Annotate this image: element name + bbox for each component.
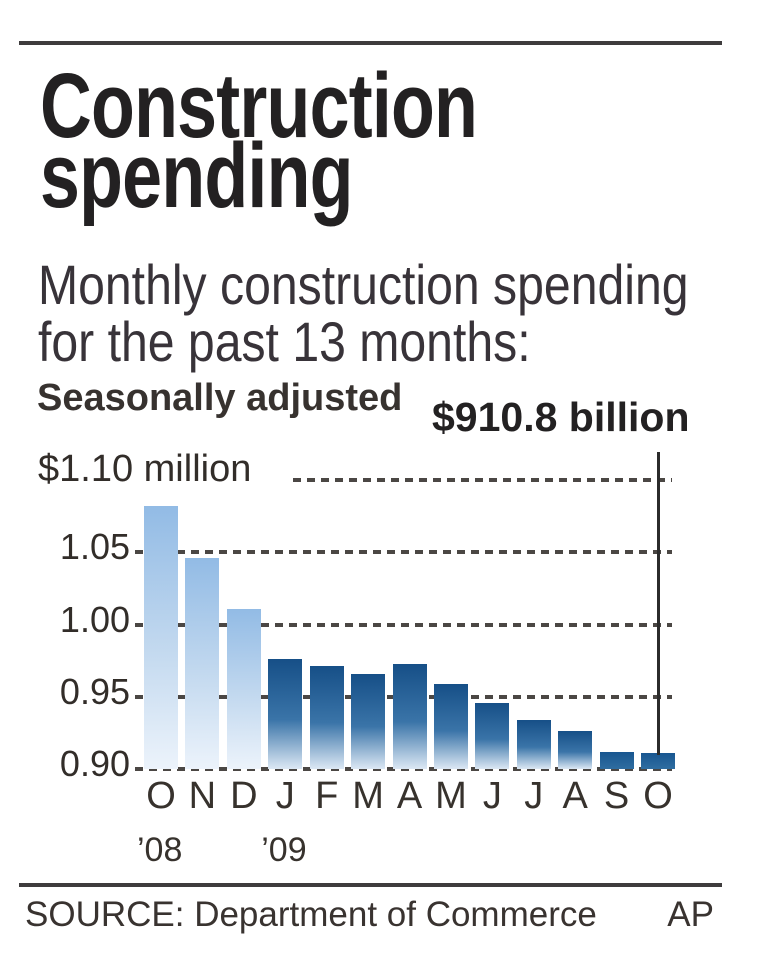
graphic-subtitle-line2: for the past 13 months: bbox=[38, 310, 531, 373]
source-label: SOURCE: Department of Commerce bbox=[25, 895, 597, 934]
x-axis-label: F bbox=[315, 775, 339, 817]
x-axis-label: O bbox=[146, 775, 176, 817]
x-axis-label: J bbox=[275, 775, 295, 817]
x-axis-label: N bbox=[188, 775, 217, 817]
x-axis-label: S bbox=[603, 775, 630, 817]
y-gridline bbox=[135, 622, 672, 627]
top-rule bbox=[19, 41, 722, 45]
y-gridline bbox=[135, 767, 672, 771]
x-axis-label: J bbox=[482, 775, 502, 817]
graphic-subtitle: Monthly construction spending for the pa… bbox=[38, 256, 689, 370]
bar-M-7 bbox=[433, 683, 468, 769]
seasonally-adjusted-note: Seasonally adjusted bbox=[37, 377, 403, 419]
year-label: ’08 bbox=[137, 831, 183, 869]
x-axis-label: M bbox=[352, 775, 384, 817]
credit-label: AP bbox=[667, 895, 714, 934]
graphic-title-line1: Construction bbox=[40, 55, 478, 157]
y-axis-label: 1.00 bbox=[59, 598, 130, 640]
graphic-title-line2: spending bbox=[40, 125, 353, 227]
bottom-rule bbox=[19, 883, 722, 887]
bar-J-8 bbox=[475, 702, 510, 769]
y-gridline bbox=[293, 478, 672, 482]
bar-O-0 bbox=[144, 506, 178, 769]
x-axis-label: A bbox=[562, 775, 588, 817]
bar-O-12 bbox=[641, 753, 676, 769]
bar-A-6 bbox=[392, 663, 427, 769]
bar-J-3 bbox=[268, 659, 303, 769]
bar-F-4 bbox=[309, 666, 344, 769]
graphic-subtitle-line1: Monthly construction spending bbox=[38, 253, 689, 316]
bar-A-10 bbox=[558, 731, 593, 769]
x-axis-label: A bbox=[396, 775, 423, 817]
y-axis-label: 0.90 bbox=[59, 743, 130, 784]
x-axis-label: M bbox=[435, 775, 467, 817]
year-label: ’09 bbox=[261, 831, 307, 869]
source-row: SOURCE: Department of Commerce AP bbox=[19, 895, 722, 935]
y-gridline bbox=[135, 550, 672, 555]
graphic-title: Construction spending bbox=[40, 55, 478, 227]
bar-D-2 bbox=[226, 608, 261, 769]
y-axis-label: 0.95 bbox=[59, 670, 130, 712]
bar-J-9 bbox=[516, 719, 551, 769]
latest-value-callout: $910.8 billion bbox=[432, 394, 690, 440]
x-axis-label: O bbox=[643, 775, 673, 817]
y-axis-label: $1.10 million bbox=[38, 448, 252, 490]
y-axis-label: 1.05 bbox=[59, 526, 130, 568]
x-axis-label: J bbox=[524, 775, 544, 817]
bar-N-1 bbox=[185, 558, 220, 769]
bar-M-5 bbox=[351, 673, 386, 769]
bar-S-11 bbox=[599, 751, 634, 769]
x-axis-label: D bbox=[230, 775, 258, 817]
callout-pointer-line bbox=[656, 452, 660, 756]
